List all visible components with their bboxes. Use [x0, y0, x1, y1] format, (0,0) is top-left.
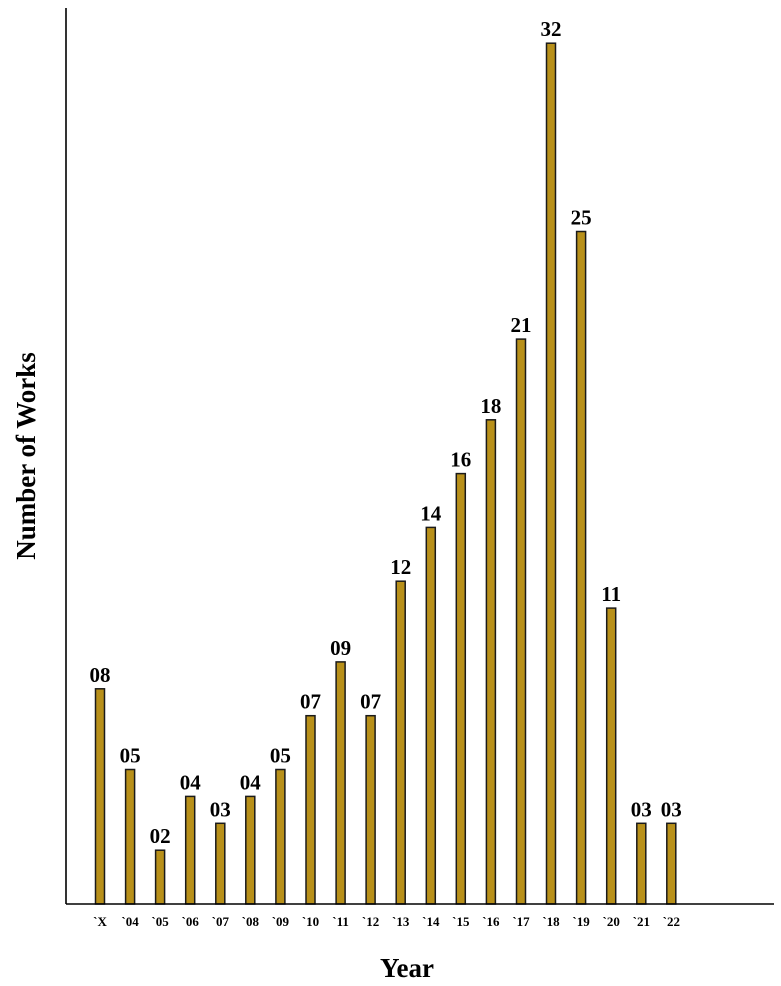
bar-value-label: 16 — [450, 448, 471, 472]
x-tick-label: `16 — [482, 914, 500, 929]
x-axis-title: Year — [380, 953, 434, 983]
bar — [184, 795, 196, 905]
bar-value-label: 04 — [180, 770, 202, 794]
bar — [395, 580, 406, 905]
x-tick-label: `20 — [603, 914, 620, 929]
bar-value-label: 02 — [150, 824, 171, 848]
bar — [305, 714, 316, 905]
bar-value-label: 07 — [300, 690, 321, 714]
bar-value-label: 21 — [511, 313, 532, 337]
x-tick-label: `17 — [512, 914, 530, 929]
bar — [215, 822, 226, 905]
bar-value-label: 05 — [120, 744, 141, 768]
bar-value-label: 18 — [480, 394, 501, 418]
bar — [485, 419, 497, 905]
bar — [154, 849, 166, 905]
bar — [245, 795, 256, 905]
x-tick-label: `06 — [182, 914, 200, 929]
bar-value-label: 03 — [661, 797, 682, 821]
x-tick-label: `09 — [272, 914, 290, 929]
bars-group — [94, 42, 677, 905]
x-tick-label: `10 — [302, 914, 319, 929]
bar — [335, 661, 346, 905]
bar-value-label: 03 — [631, 797, 652, 821]
bar-value-label: 04 — [240, 770, 262, 794]
bar — [124, 768, 136, 905]
x-tick-label: `07 — [212, 914, 230, 929]
bar — [365, 714, 376, 905]
bar-value-label: 05 — [270, 744, 291, 768]
bar — [636, 822, 647, 905]
x-tick-label: `22 — [663, 914, 680, 929]
x-tick-labels-group: `X `04 `05 `06 `07 `08 `09 `10 `11 `12 `13 `14 `15 `1… — [93, 914, 680, 929]
bar-value-label: 07 — [360, 690, 381, 714]
data-labels-group: 08 05 02 04 03 04 05 07 09 07 12 14 16 18 21 32 25 11 03 03 — [90, 17, 682, 848]
bar-value-label: 11 — [601, 582, 621, 606]
bar — [455, 472, 467, 905]
x-tick-label: `21 — [633, 914, 650, 929]
x-tick-label: `15 — [452, 914, 470, 929]
x-tick-label: `04 — [121, 914, 139, 929]
bar — [94, 688, 106, 905]
bar — [575, 230, 587, 905]
x-tick-label: `12 — [362, 914, 379, 929]
bar — [425, 526, 437, 905]
bar-value-label: 32 — [541, 17, 562, 41]
x-tick-label: `05 — [151, 914, 169, 929]
bar — [545, 42, 557, 905]
bar-value-label: 09 — [330, 636, 351, 660]
bar — [515, 338, 527, 905]
bar-value-label: 08 — [90, 663, 111, 687]
bar-value-label: 03 — [210, 797, 231, 821]
x-tick-label: `19 — [572, 914, 590, 929]
bar-value-label: 12 — [390, 555, 411, 579]
bar-value-label: 14 — [420, 501, 442, 525]
x-tick-label: `11 — [332, 914, 349, 929]
bar — [605, 607, 617, 905]
x-tick-label: `14 — [422, 914, 440, 929]
bar — [275, 768, 286, 905]
x-tick-label: `18 — [542, 914, 560, 929]
x-tick-label: `08 — [242, 914, 260, 929]
x-tick-label: `13 — [392, 914, 410, 929]
y-axis-title: Number of Works — [11, 352, 41, 560]
bar-value-label: 25 — [571, 206, 592, 230]
bar — [666, 822, 677, 905]
x-tick-label: `X — [93, 914, 107, 929]
